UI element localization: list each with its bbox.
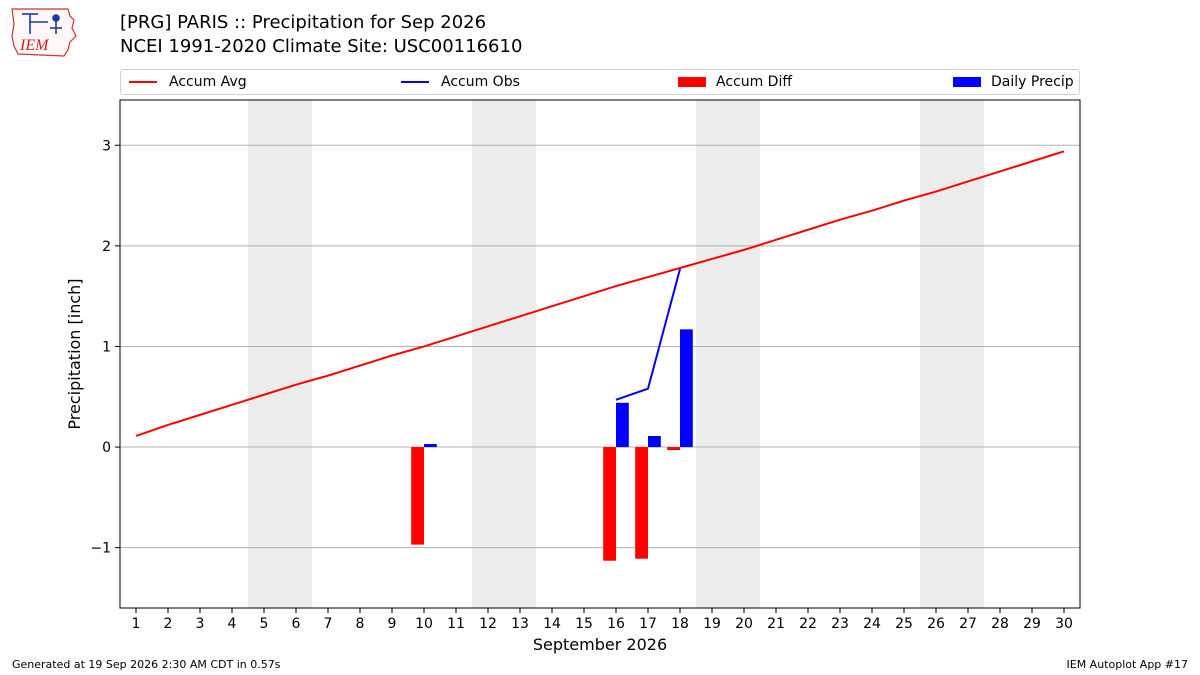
y-tick-label: 0 (102, 440, 111, 456)
svg-text:IEM: IEM (19, 37, 50, 54)
series-lines (135, 150, 1065, 437)
accum-diff-bar (411, 447, 424, 545)
x-tick-label: 20 (735, 616, 753, 632)
x-tick-label: 9 (388, 616, 397, 632)
weekend-shade-3 (920, 100, 984, 608)
x-tick-label: 12 (479, 616, 497, 632)
legend-daily-precip: Daily Precip (953, 70, 1074, 94)
y-axis-label: Precipitation [inch] (65, 278, 84, 429)
weekend-shade-0 (248, 100, 312, 608)
x-tick-label: 23 (831, 616, 849, 632)
legend-accum-diff-swatch (678, 77, 706, 87)
footer-app: IEM Autoplot App #17 (1066, 658, 1189, 671)
x-tick-label: 29 (1023, 616, 1041, 632)
accum-avg-line (135, 150, 1065, 437)
x-tick-label: 4 (228, 616, 237, 632)
accum-diff-bar (635, 447, 648, 559)
x-tick-label: 30 (1055, 616, 1073, 632)
x-tick-label: 15 (575, 616, 593, 632)
legend-accum-obs: Accum Obs (401, 70, 520, 94)
daily-precip-bar (616, 402, 629, 448)
weekend-shading (248, 100, 984, 608)
x-tick-label: 28 (991, 616, 1009, 632)
bars (411, 329, 693, 561)
legend-accum-diff: Accum Diff (678, 70, 792, 94)
weekend-shade-1 (472, 100, 536, 608)
accum-diff-bar (667, 447, 680, 451)
x-tick-label: 17 (639, 616, 657, 632)
legend-accum-diff-label: Accum Diff (716, 74, 793, 90)
legend-accum-avg: Accum Avg (129, 70, 247, 94)
daily-precip-bar (648, 435, 661, 448)
weekend-shade-2 (696, 100, 760, 608)
legend-accum-avg-label: Accum Avg (169, 74, 247, 90)
x-tick-label: 25 (895, 616, 913, 632)
footer-generated: Generated at 19 Sep 2026 2:30 AM CDT in … (12, 658, 281, 671)
chart-subtitle: NCEI 1991-2020 Climate Site: USC00116610 (120, 36, 523, 57)
x-tick-label: 27 (959, 616, 977, 632)
y-tick-label: 3 (102, 138, 111, 154)
x-tick-label: 18 (671, 616, 689, 632)
x-tick-label: 19 (703, 616, 721, 632)
x-tick-label: 7 (324, 616, 333, 632)
x-tick-label: 3 (196, 616, 205, 632)
accum-diff-bar (603, 447, 616, 561)
x-tick-label: 26 (927, 616, 945, 632)
daily-precip-bar (424, 444, 437, 448)
grid-lines (120, 144, 1080, 549)
y-tick-label: 1 (102, 339, 111, 355)
y-ticks: −1 0 1 2 3 (90, 138, 120, 557)
x-tick-label: 13 (511, 616, 529, 632)
chart-legend: Accum Avg Accum Obs Accum Diff Daily Pre… (120, 69, 1080, 95)
legend-accum-avg-swatch (129, 81, 157, 83)
x-tick-label: 24 (863, 616, 881, 632)
x-tick-label: 2 (164, 616, 173, 632)
x-tick-label: 16 (607, 616, 625, 632)
x-ticks: 1 2 3 4 5 6 7 8 9 10 11 12 13 14 15 16 17 18 19 20 21 22 23 24 2… (132, 608, 1073, 632)
x-tick-label: 11 (447, 616, 465, 632)
accum-obs-line (615, 268, 681, 401)
x-tick-label: 21 (767, 616, 785, 632)
legend-daily-precip-label: Daily Precip (991, 74, 1074, 90)
x-tick-label: 5 (260, 616, 269, 632)
daily-precip-bar (680, 329, 693, 448)
iem-logo: IEM (11, 8, 77, 57)
x-tick-label: 1 (132, 616, 141, 632)
x-tick-label: 14 (543, 616, 561, 632)
legend-accum-obs-label: Accum Obs (441, 74, 520, 90)
legend-accum-obs-swatch (401, 81, 429, 83)
x-tick-label: 22 (799, 616, 817, 632)
chart-title: [PRG] PARIS :: Precipitation for Sep 202… (120, 12, 487, 33)
y-tick-label: −1 (90, 541, 111, 557)
legend-daily-precip-swatch (953, 77, 981, 87)
plot-frame (119, 99, 1081, 609)
x-tick-label: 8 (356, 616, 365, 632)
y-tick-label: 2 (102, 239, 111, 255)
x-tick-label: 6 (292, 616, 301, 632)
x-tick-label: 10 (415, 616, 433, 632)
x-axis-label: September 2026 (533, 635, 667, 654)
